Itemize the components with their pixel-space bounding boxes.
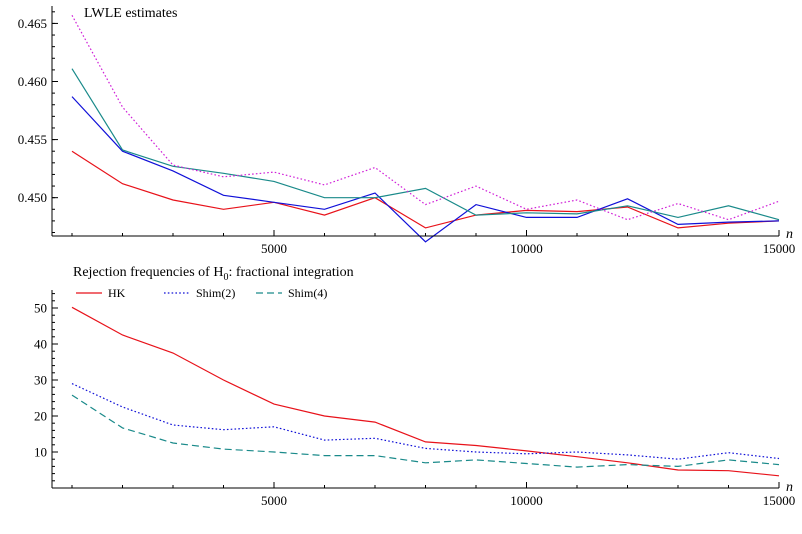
x-axis-label: n [786, 227, 793, 242]
series-line-shim-2- [71, 383, 780, 460]
series-line-1 [71, 96, 780, 243]
title-rest: : fractional integration [228, 265, 353, 280]
x-tick-label: 15000 [763, 493, 796, 508]
series-line-2 [71, 68, 780, 221]
y-tick-label: 10 [34, 445, 47, 460]
y-tick-label: 50 [34, 301, 47, 316]
y-tick-label: 30 [34, 373, 47, 388]
x-tick-label: 5000 [261, 493, 287, 508]
chart-title: LWLE estimates [84, 6, 177, 21]
series-line-hk [71, 306, 780, 477]
x-axis-label: n [786, 480, 793, 495]
series-line-shim-4- [71, 394, 780, 468]
legend-label: HK [108, 286, 126, 300]
y-tick-label: 20 [34, 409, 47, 424]
rejection-chart: Rejection frequencies of H0: fractional … [34, 265, 795, 508]
x-tick-label: 15000 [763, 241, 796, 256]
title-subscript: 0 [223, 272, 228, 283]
legend-label: Shim(2) [196, 286, 235, 300]
y-tick-label: 0.455 [18, 132, 47, 147]
y-tick-label: 0.450 [18, 190, 47, 205]
y-tick-label: 0.465 [18, 16, 47, 31]
x-tick-label: 5000 [261, 241, 287, 256]
legend: HK Shim(2) Shim(4) [76, 286, 327, 300]
lwle-chart: LWLE estimates 0.450 0.455 0.460 0.465 5000 1… [18, 6, 796, 256]
y-tick-label: 0.460 [18, 74, 47, 89]
x-tick-label: 10000 [510, 241, 543, 256]
title-main: Rejection frequencies of H [73, 265, 223, 280]
y-tick-label: 40 [34, 337, 47, 352]
series-line-0 [71, 150, 780, 229]
x-tick-label: 10000 [510, 493, 543, 508]
chart-title: Rejection frequencies of H0: fractional … [73, 265, 354, 283]
legend-label: Shim(4) [288, 286, 327, 300]
series-line-3 [71, 15, 780, 221]
